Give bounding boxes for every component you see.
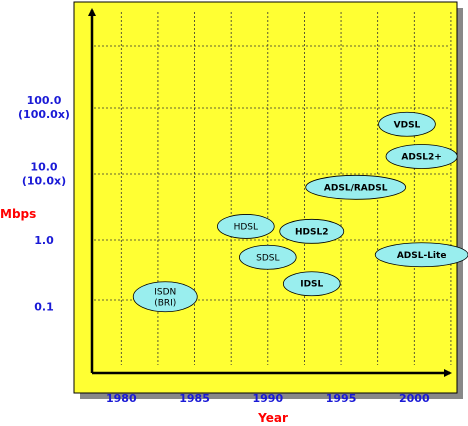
point-bubble bbox=[132, 281, 198, 313]
plot-area bbox=[73, 1, 458, 394]
point-label: IDSL bbox=[300, 280, 323, 290]
x-tick-label: 1980 bbox=[106, 392, 137, 405]
point-label: ADSL/RADSL bbox=[324, 183, 388, 193]
point-label: HDSL2 bbox=[295, 227, 328, 237]
point-label: ADSL-Lite bbox=[397, 251, 447, 261]
point-bubble bbox=[305, 174, 407, 200]
y-tick-label: 10.0 (10.0x) bbox=[22, 161, 66, 188]
point-bubble bbox=[279, 218, 345, 244]
point-label: ADSL2+ bbox=[401, 153, 441, 163]
y-tick-label: 1.0 bbox=[34, 234, 54, 247]
point-label: VDSL bbox=[394, 120, 421, 130]
point-bubble bbox=[282, 271, 341, 297]
data-point: ADSL2+ bbox=[385, 144, 458, 169]
data-point: ISDN (BRI) bbox=[132, 281, 198, 313]
x-axis-label: Year bbox=[257, 411, 288, 425]
data-point: VDSL bbox=[378, 111, 436, 137]
point-label: HDSL bbox=[234, 222, 258, 232]
data-point: IDSL bbox=[282, 271, 341, 297]
x-tick-label: 1990 bbox=[252, 392, 283, 405]
y-tick-label: 0.1 bbox=[34, 301, 54, 314]
point-label: SDSL bbox=[256, 253, 279, 263]
point-bubble bbox=[385, 144, 458, 169]
data-point: HDSL bbox=[217, 214, 275, 239]
x-tick-label: 1995 bbox=[326, 392, 357, 405]
point-label: ISDN (BRI) bbox=[154, 287, 176, 308]
x-tick-label: 2000 bbox=[399, 392, 430, 405]
data-point: SDSL bbox=[238, 244, 297, 270]
data-point: HDSL2 bbox=[279, 218, 345, 244]
y-axis-label: Mbps bbox=[0, 207, 36, 221]
point-bubble bbox=[238, 244, 297, 270]
point-bubble bbox=[374, 242, 468, 268]
point-bubble bbox=[378, 111, 436, 137]
x-tick-label: 1985 bbox=[179, 392, 210, 405]
data-point: ADSL/RADSL bbox=[305, 174, 407, 200]
y-tick-label: 100.0 (100.0x) bbox=[18, 94, 70, 121]
point-bubble bbox=[217, 214, 275, 239]
data-point: ADSL-Lite bbox=[374, 242, 468, 268]
